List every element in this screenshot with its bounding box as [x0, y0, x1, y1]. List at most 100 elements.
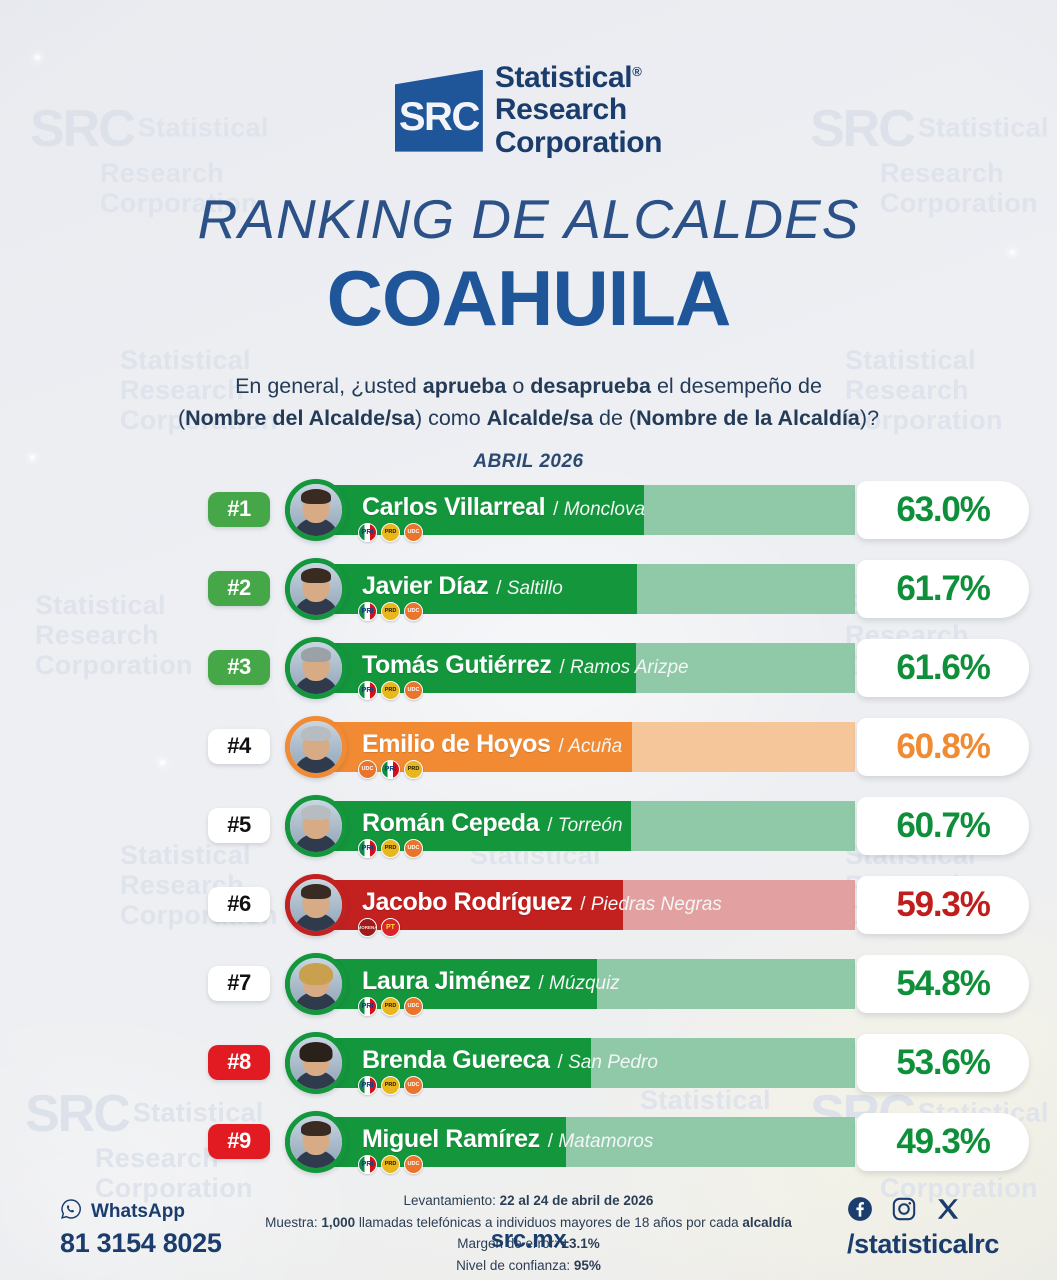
party-badge-pri: PRI — [358, 1075, 377, 1095]
question-l2a: ( — [177, 406, 186, 431]
party-badges: PRI PRD UDC — [358, 1154, 423, 1174]
whatsapp-label: WhatsApp — [91, 1200, 185, 1222]
avatar-hair — [299, 962, 333, 985]
logo-line-3: Corporation — [494, 125, 663, 159]
logo-shape — [394, 69, 483, 152]
footer-contact: WhatsApp 81 3154 8025 — [60, 1198, 222, 1259]
mayor-name: Laura Jiménez — [362, 966, 531, 995]
ranking-row: #4 Emilio de Hoyos / Acuña UDC PRI PRD 60.8% — [0, 715, 1057, 779]
ranking-row: #6 Jacobo Rodríguez / Piedras Negras MORENA… — [0, 873, 1057, 937]
party-badge-prd: PRD — [381, 522, 400, 542]
logo-letters: SRC — [398, 94, 480, 139]
party-badges: PRI PRD UDC — [358, 601, 423, 621]
margin-value: ±3.1% — [561, 1236, 600, 1252]
avatar-body — [293, 912, 339, 931]
party-badge-udc: UDC — [358, 759, 377, 779]
approval-percent: 53.6% — [857, 1033, 1029, 1092]
party-badge-udc: UDC — [404, 838, 423, 858]
rank-badge: #1 — [208, 491, 270, 527]
sparkle — [160, 760, 165, 765]
avatar-body — [293, 1070, 339, 1089]
approval-bar — [285, 642, 855, 693]
party-badge-prd: PRD — [381, 838, 400, 858]
footer-social: /statisticalrc — [847, 1196, 999, 1260]
question-l1b: aprueba — [422, 374, 507, 399]
methodology-line-2: Muestra: 1,000 llamadas telefónicas a in… — [0, 1212, 1057, 1234]
facebook-icon[interactable] — [847, 1196, 873, 1227]
municipality-label: Múzquiz — [549, 972, 620, 994]
rank-badge: #9 — [208, 1123, 270, 1159]
party-badge-pri: PRI — [358, 522, 377, 542]
party-badges: PRI PRD UDC — [358, 838, 423, 858]
x-twitter-icon[interactable] — [935, 1196, 961, 1227]
name-separator: / — [559, 656, 565, 678]
margin-label: Margen de error: — [457, 1236, 562, 1252]
registered-icon: ® — [632, 64, 642, 79]
name-separator: / — [553, 498, 559, 520]
question-l1e: el desempeño de — [650, 374, 822, 399]
avatar — [285, 873, 347, 936]
party-badge-prd: PRD — [381, 680, 400, 700]
methodology-line-3: Margen de error: ±3.1% — [0, 1233, 1057, 1255]
src-logo: SRC Statistical® Research Corporation — [0, 0, 1057, 159]
rank-badge: #6 — [208, 886, 270, 922]
social-handle[interactable]: /statisticalrc — [847, 1229, 999, 1259]
avatar-hair — [301, 567, 331, 583]
question-l2g: )? — [859, 406, 880, 431]
avatar-hair — [299, 1041, 333, 1062]
avatar — [285, 636, 347, 699]
municipality-label: Acuña — [568, 735, 623, 757]
mayor-name-block: Brenda Guereca / San Pedro — [362, 1046, 658, 1075]
sparkle — [1010, 250, 1015, 255]
mayor-name: Carlos Villarreal — [362, 492, 546, 521]
avatar — [285, 557, 347, 620]
avatar-hair — [301, 488, 331, 504]
whatsapp-line[interactable]: WhatsApp — [60, 1198, 222, 1225]
ranking-row: #9 Miguel Ramírez / Matamoros PRI PRD UDC 49.3… — [0, 1110, 1057, 1174]
municipality-name: / Saltillo — [496, 578, 563, 600]
party-badges: PRI PRD UDC — [358, 522, 423, 542]
whatsapp-number[interactable]: 81 3154 8025 — [60, 1228, 222, 1258]
municipality-label: Ramos Arizpe — [570, 656, 689, 678]
rank-badge: #3 — [208, 649, 270, 685]
municipality-name: / Piedras Negras — [580, 894, 722, 916]
municipality-label: Saltillo — [506, 577, 563, 599]
avatar-body — [293, 675, 339, 694]
mayor-name: Miguel Ramírez — [362, 1124, 540, 1153]
approval-percent: 59.3% — [857, 875, 1029, 934]
name-separator: / — [496, 577, 502, 599]
name-separator: / — [580, 893, 586, 915]
mayor-name: Tomás Gutiérrez — [362, 650, 552, 679]
question-l2b: Nombre del Alcalde/sa — [185, 406, 415, 431]
name-separator: / — [558, 735, 564, 757]
website-link[interactable]: src.mx — [490, 1226, 567, 1253]
municipality-name: / Torreón — [547, 815, 622, 837]
avatar-hair — [301, 646, 331, 662]
approval-percent: 49.3% — [857, 1112, 1029, 1171]
rank-badge: #8 — [208, 1044, 270, 1080]
sample-value: 1,000 — [321, 1214, 356, 1230]
party-badge-pri: PRI — [358, 601, 377, 621]
mayor-name-block: Román Cepeda / Torreón — [362, 809, 623, 838]
mayor-name: Jacobo Rodríguez — [362, 887, 573, 916]
avatar — [285, 794, 347, 857]
avatar-hair — [301, 725, 331, 741]
municipality-label: Piedras Negras — [590, 893, 722, 915]
party-badge-prd: PRD — [381, 996, 400, 1016]
municipality-name: / Monclova — [553, 499, 645, 521]
mayor-name: Javier Díaz — [362, 571, 489, 600]
mayor-name: Emilio de Hoyos — [362, 729, 551, 758]
rank-badge: #7 — [208, 965, 270, 1001]
approval-percent: 61.7% — [857, 559, 1029, 618]
instagram-icon[interactable] — [891, 1196, 917, 1227]
sample-label: Muestra: — [265, 1214, 322, 1230]
state-title: COAHUILA — [326, 254, 732, 343]
question-l2d: Alcalde/sa — [486, 406, 594, 431]
party-badge-udc: UDC — [404, 996, 423, 1016]
party-badge-prd: PRD — [381, 601, 400, 621]
avatar-body — [293, 754, 339, 773]
party-badge-pri: PRI — [358, 1154, 377, 1174]
